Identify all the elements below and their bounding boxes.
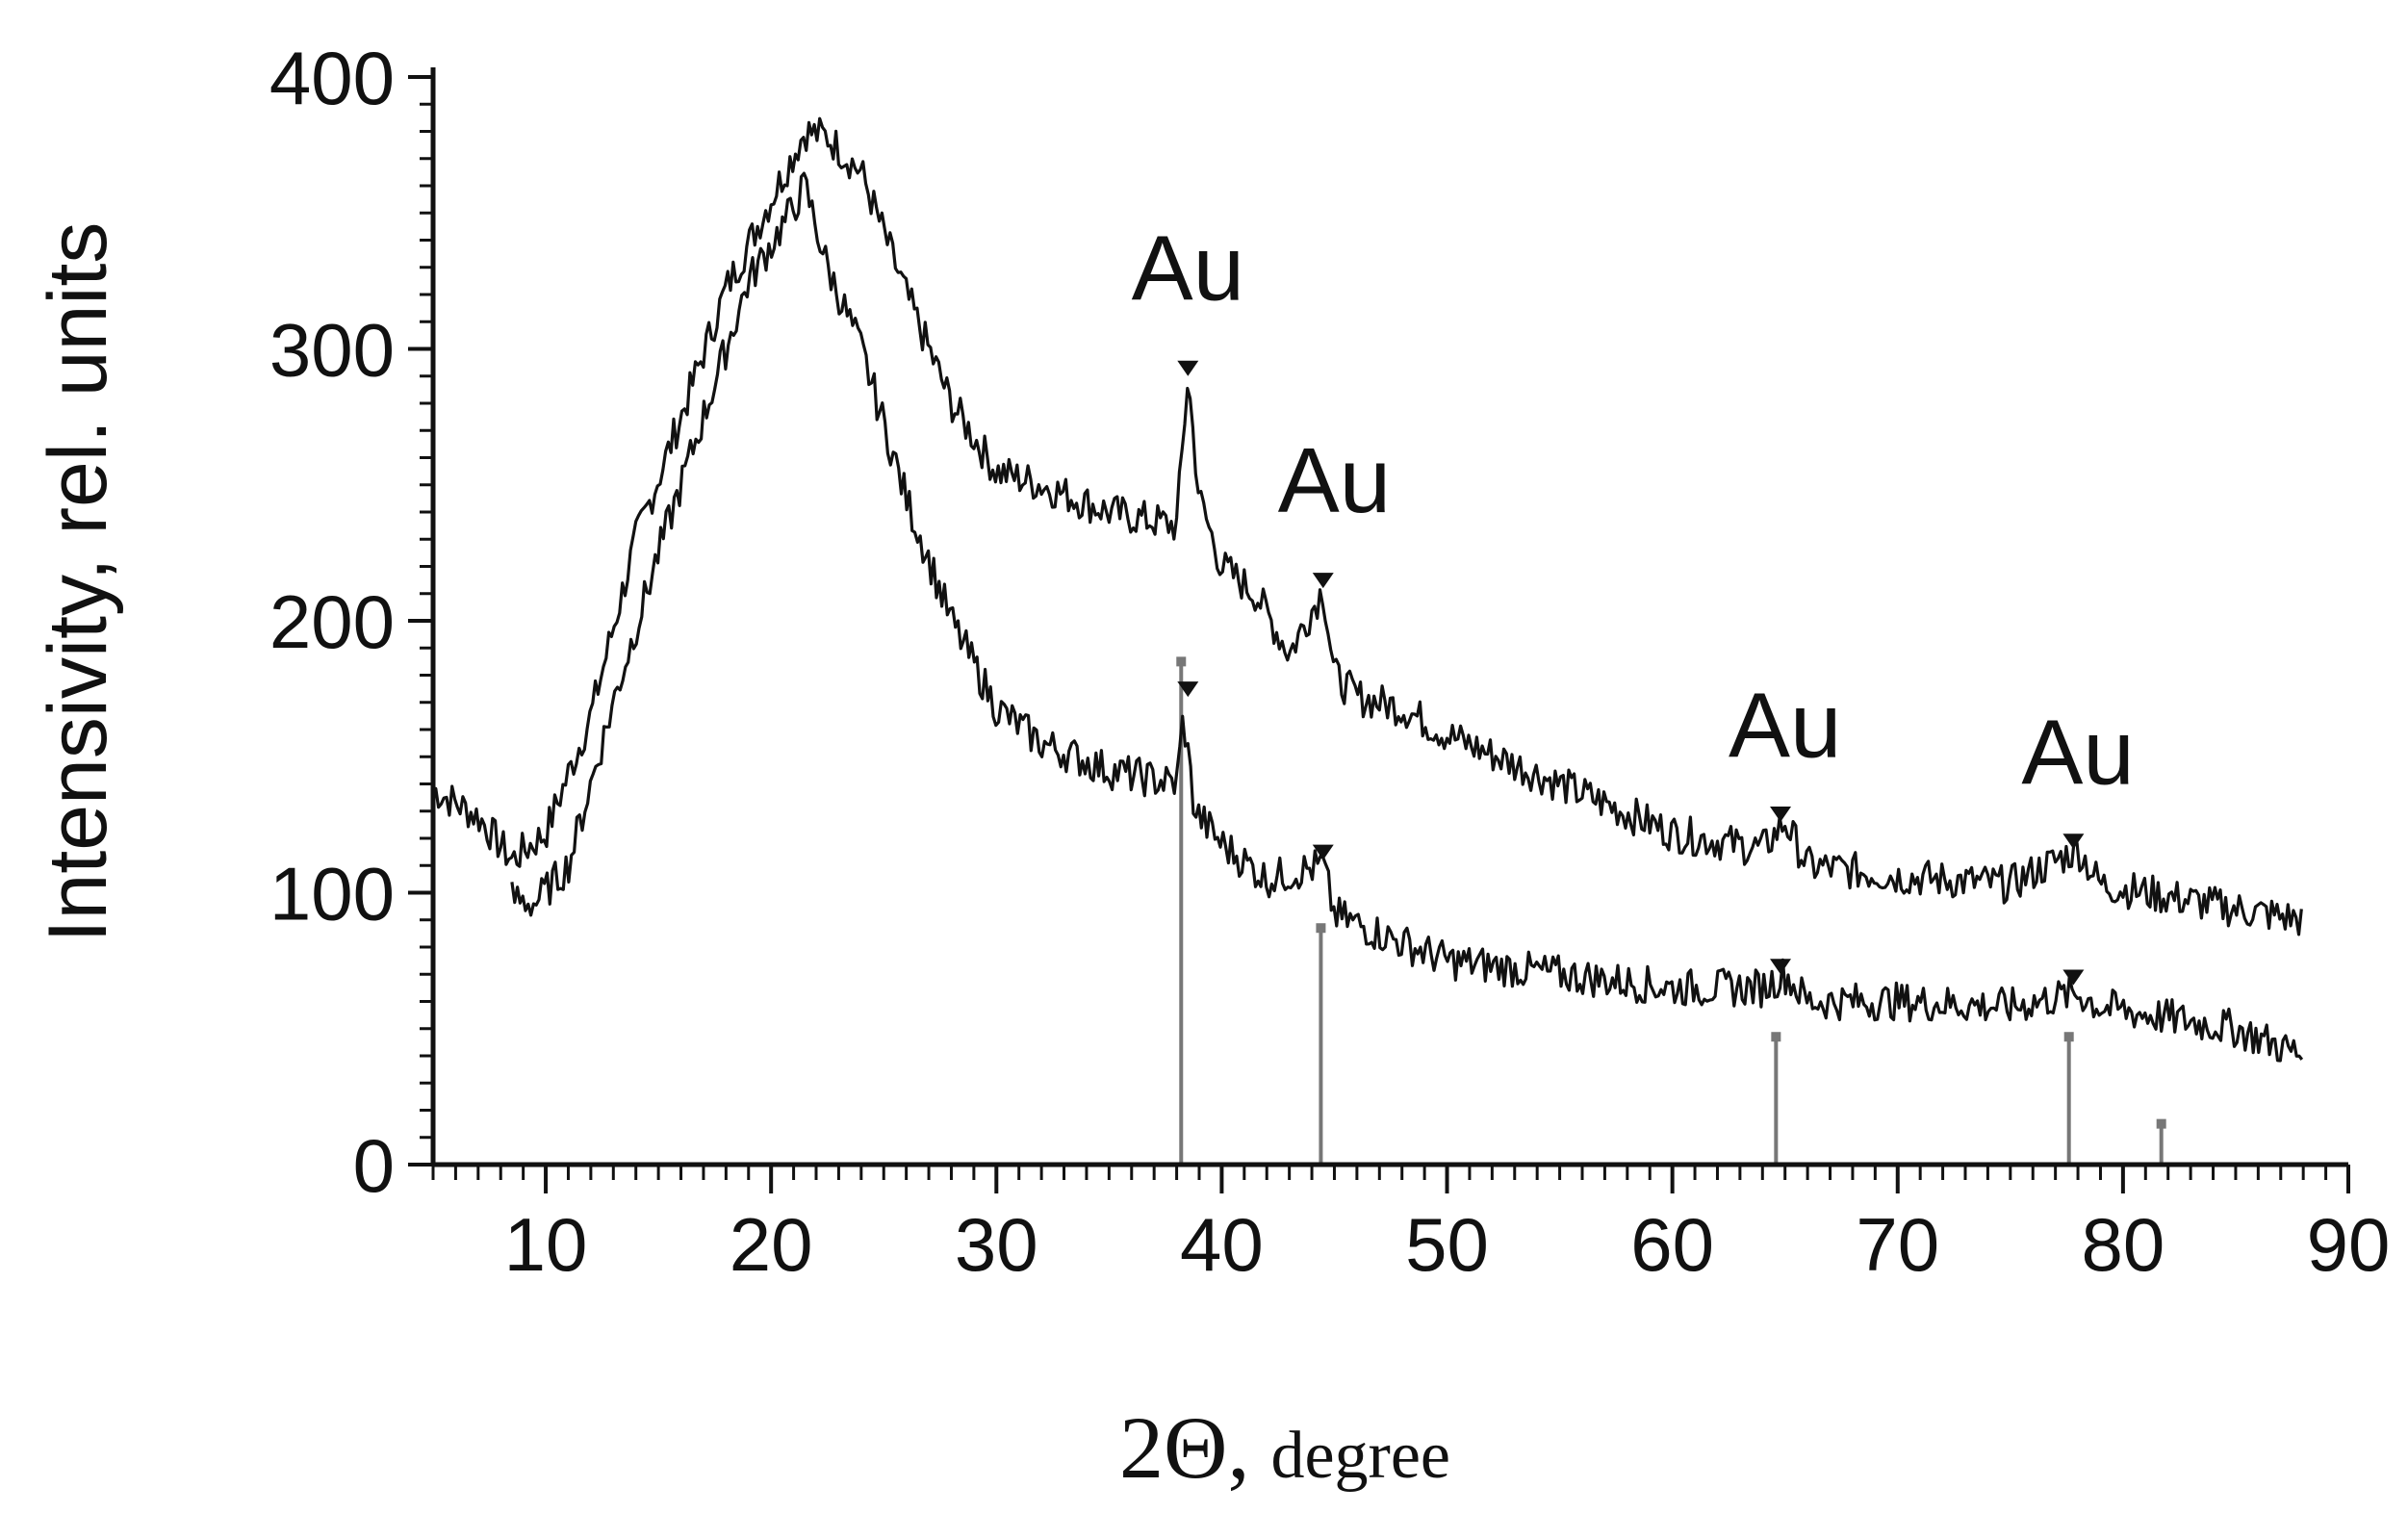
peak-marker-lower [1312, 844, 1334, 860]
reference-line-cap [2063, 1032, 2074, 1042]
reference-line-cap [2156, 1118, 2166, 1129]
series-line-upper [432, 116, 2303, 936]
x-tick-label: 20 [730, 1202, 813, 1287]
x-tick-label: 80 [2081, 1202, 2165, 1287]
reference-lines [1176, 656, 2166, 1165]
x-axis-title: 2Θ, degree [1119, 1398, 1450, 1497]
reference-line-cap [1316, 923, 1326, 934]
x-tick-label: 60 [1630, 1202, 1714, 1287]
x-tick-label: 50 [1405, 1202, 1489, 1287]
series-line-lower [510, 171, 2304, 1063]
peak-marker-upper [1177, 360, 1199, 376]
y-tick-label: 400 [269, 36, 395, 120]
y-axis-title: Intensivity, rel. units [32, 222, 124, 943]
x-axis-title-unit: degree [1270, 1419, 1450, 1493]
peak-marker-lower [1770, 959, 1792, 975]
ticks: 10 20 30 40 50 60 70 80 90 0 100 200 300 400 [269, 36, 2391, 1287]
peak-markers [1177, 360, 2085, 986]
y-tick-label: 300 [269, 308, 395, 393]
x-tick-label: 40 [1180, 1202, 1264, 1287]
x-axis-title-main: 2Θ, [1119, 1398, 1249, 1497]
peak-marker-upper [2062, 833, 2085, 850]
reference-line-cap [1176, 656, 1187, 667]
peak-label: Au [1278, 429, 1391, 532]
annotations: Au Au Au Au [1132, 218, 2135, 805]
x-tick-label: 90 [2307, 1202, 2391, 1287]
series-layer [432, 116, 2304, 1063]
x-tick-label: 70 [1856, 1202, 1939, 1287]
y-tick-label: 0 [353, 1123, 395, 1208]
peak-label: Au [1729, 674, 1841, 777]
x-tick-label: 30 [955, 1202, 1038, 1287]
peak-label: Au [2021, 702, 2134, 805]
y-tick-label: 100 [269, 852, 395, 936]
x-tick-label: 10 [504, 1202, 588, 1287]
y-tick-label: 200 [269, 579, 395, 664]
peak-label: Au [1132, 218, 1244, 321]
peak-marker-lower [1177, 681, 1199, 698]
peak-marker-lower [2062, 969, 2085, 986]
reference-line-cap [1771, 1032, 1781, 1042]
axis-titles: Intensivity, rel. units 2Θ, degree [32, 222, 1450, 1497]
peak-marker-upper [1312, 573, 1334, 589]
axes [430, 67, 2348, 1167]
peak-marker-upper [1770, 807, 1792, 823]
